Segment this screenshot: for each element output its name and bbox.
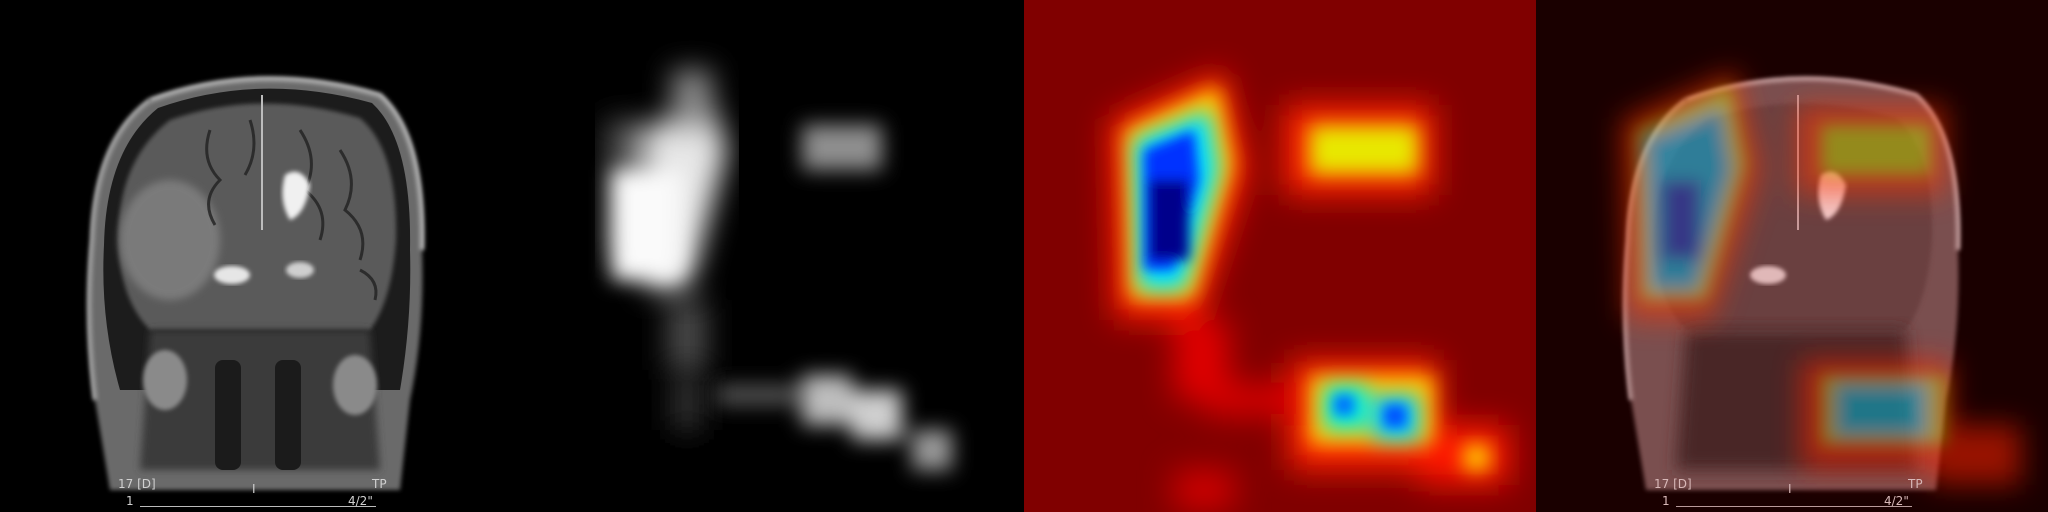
overlay-bottom-center-label: I (1788, 482, 1792, 496)
overlay-bottom-center-label: I (252, 482, 256, 496)
overlay-top-right-label: TP (372, 477, 387, 491)
attention-map-grayscale-panel (512, 0, 1024, 512)
overlay-top-right-label: TP (1908, 477, 1923, 491)
overlay-bottom-left-label: 1 (1662, 494, 1670, 508)
attention-map-jet-panel (1024, 0, 1536, 512)
attention-map-grayscale-image (607, 70, 952, 470)
overlay-top-left-label: 17 [D] (118, 477, 156, 491)
overlay-bottom-right-label: 4/2" (1884, 494, 1909, 508)
overlay-top-left-label: 17 [D] (1654, 477, 1692, 491)
scale-bar (140, 506, 376, 507)
attention-overlay-panel: 17 [D] TP 1 I 4/2" (1536, 0, 2048, 512)
scale-bar (1676, 506, 1912, 507)
attention-overlay-image (1621, 70, 2021, 490)
attention-map-jet-image (1109, 70, 1509, 510)
overlay-bottom-right-label: 4/2" (348, 494, 373, 508)
overlay-bottom-left-label: 1 (126, 494, 134, 508)
mri-original-image (87, 76, 425, 490)
mri-original-panel: 17 [D] TP 1 I 4/2" (0, 0, 512, 512)
